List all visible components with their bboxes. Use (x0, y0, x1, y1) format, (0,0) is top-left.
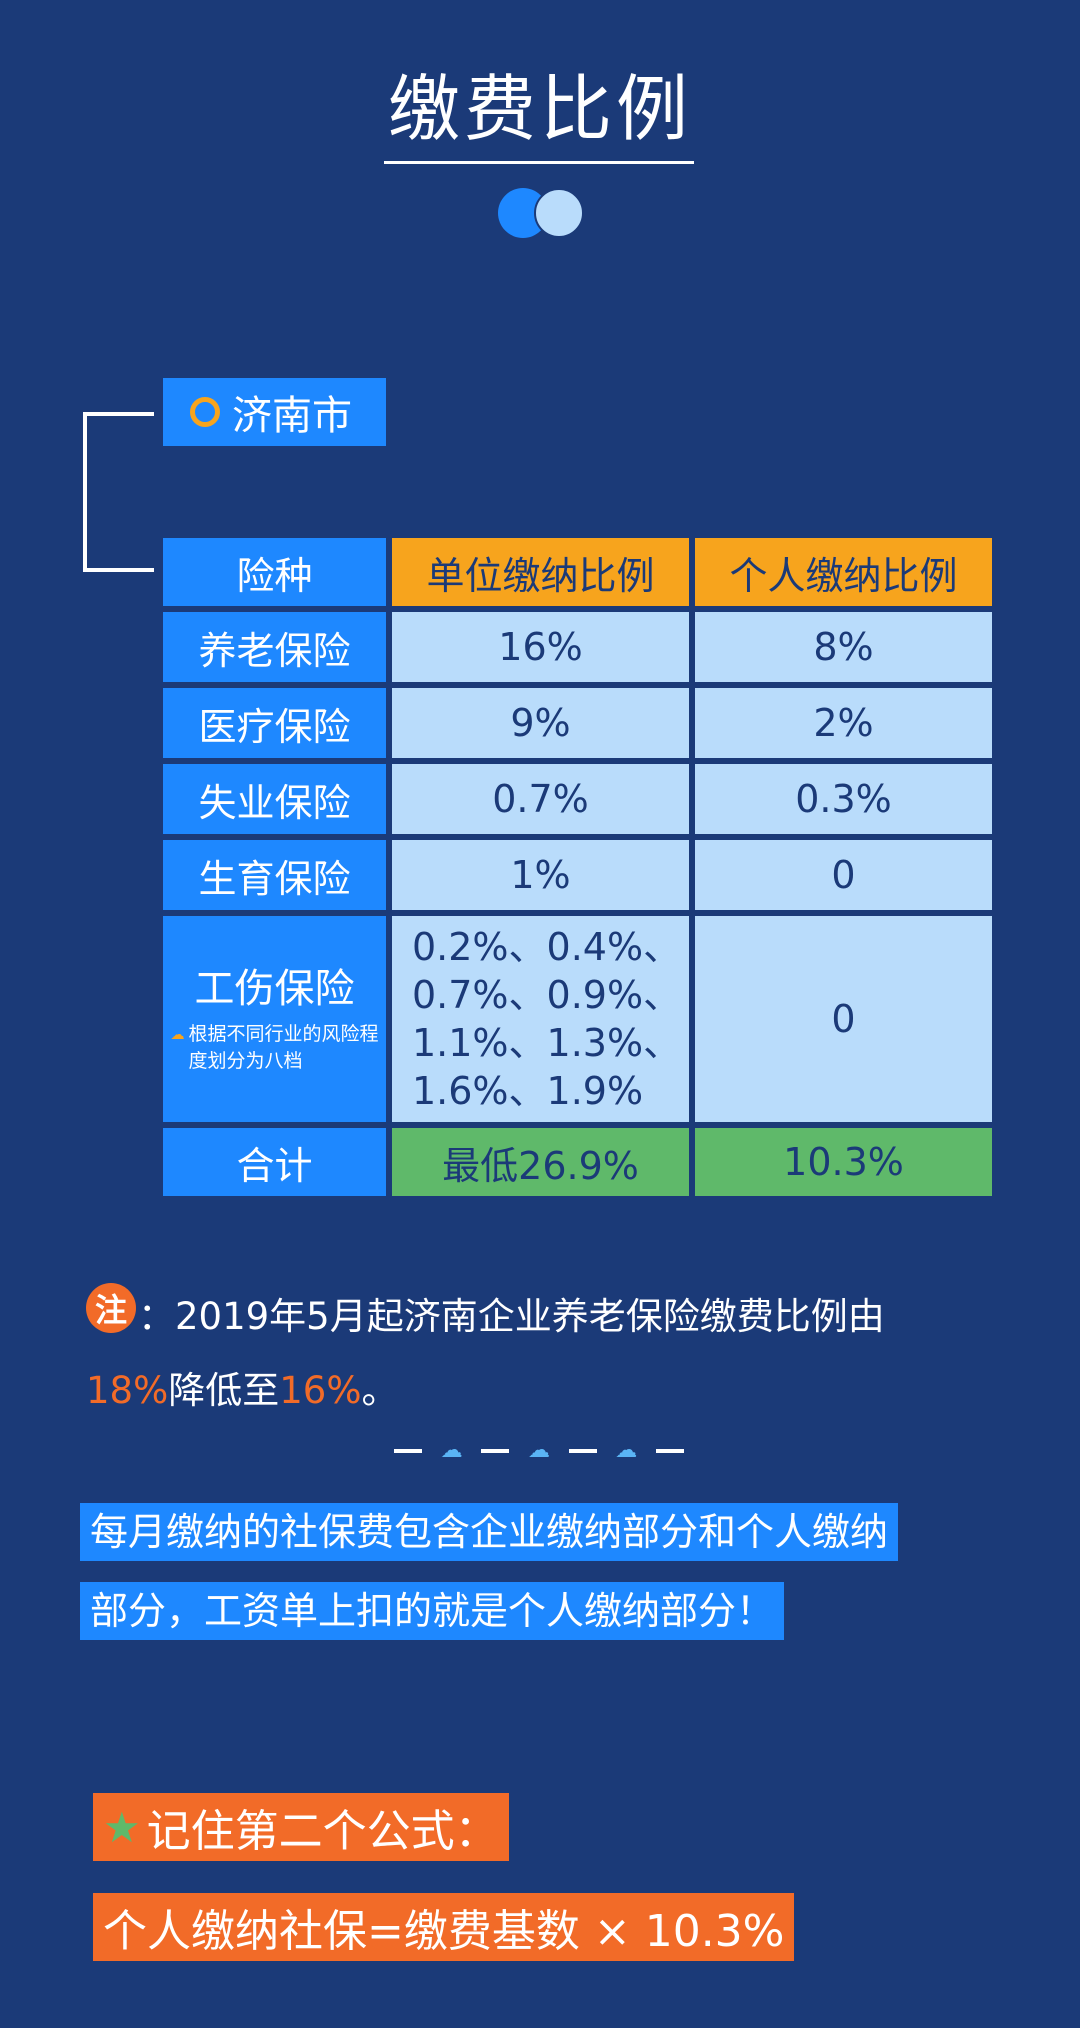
row-unit-total: 最低26.9% (392, 1128, 689, 1196)
row-name-injury-cell: 工伤保险 ☁ 根据不同行业的风险程度划分为八档 (163, 916, 386, 1122)
ring-icon (190, 397, 220, 427)
section-divider: ☁ ☁ ☁ (394, 1436, 684, 1466)
table-header-personal: 个人缴纳比例 (695, 538, 992, 606)
injury-note: ☁ 根据不同行业的风险程度划分为八档 (171, 1021, 379, 1075)
row-unit-injury: 0.2%、0.4%、 0.7%、0.9%、 1.1%、1.3%、 1.6%、1.… (392, 916, 689, 1122)
row-personal-maternity: 0 (695, 840, 992, 910)
divider-dash (394, 1449, 422, 1453)
injury-rate-line: 1.6%、1.9% (412, 1069, 644, 1113)
row-name-total: 合计 (163, 1128, 386, 1196)
divider-dash (568, 1449, 597, 1453)
highlight-line: 部分，工资单上扣的就是个人缴纳部分！ (80, 1582, 785, 1640)
cloud-icon: ☁ (615, 1438, 638, 1463)
formula-heading-text: 记住第二个公式： (146, 1806, 499, 1857)
injury-note-text: 根据不同行业的风险程度划分为八档 (188, 1023, 379, 1072)
row-unit-maternity: 1% (392, 840, 689, 910)
row-name-medical: 医疗保险 (163, 688, 386, 758)
row-personal-medical: 2% (695, 688, 992, 758)
formula-body: 个人缴纳社保=缴费基数 × 10.3% (93, 1893, 795, 1961)
decor-circle-light (534, 188, 584, 238)
page-title: 缴费比例 (387, 67, 692, 151)
note-paragraph: ：2019年5月起济南企业养老保险缴费比例由 18%降低至16%。 (86, 1280, 1006, 1428)
bracket-line (83, 412, 87, 572)
divider-dash (655, 1449, 684, 1453)
row-name-injury: 工伤保险 (194, 966, 355, 1012)
table-header-type: 险种 (163, 538, 386, 606)
row-personal-pension: 8% (695, 612, 992, 682)
row-personal-unemployment: 0.3% (695, 764, 992, 834)
row-unit-pension: 16% (392, 612, 689, 682)
injury-rate-line: 1.1%、1.3%、 (412, 1021, 682, 1065)
title-underline (384, 161, 694, 164)
row-unit-medical: 9% (392, 688, 689, 758)
cloud-icon: ☁ (170, 1027, 185, 1043)
city-name: 济南市 (232, 393, 352, 439)
formula-heading: ★ 记住第二个公式： (93, 1793, 509, 1861)
divider-dash (481, 1449, 510, 1453)
table-header-unit: 单位缴纳比例 (392, 538, 689, 606)
note-text-part2: 降低至 (168, 1369, 280, 1412)
injury-rate-line: 0.2%、0.4%、 (412, 925, 682, 969)
note-text-part3: 。 (361, 1369, 399, 1412)
note-text-part1: ：2019年5月起济南企业养老保险缴费比例由 (138, 1295, 885, 1338)
city-label: 济南市 (163, 378, 386, 446)
row-personal-total: 10.3% (695, 1128, 992, 1196)
star-icon: ★ (103, 1802, 141, 1852)
note-badge: 注 (86, 1283, 136, 1333)
injury-rate-line: 0.7%、0.9%、 (412, 973, 682, 1017)
note-old-rate: 18% (86, 1369, 169, 1412)
bracket-line (83, 568, 154, 572)
highlight-line: 每月缴纳的社保费包含企业缴纳部分和个人缴纳 (80, 1503, 899, 1561)
row-name-pension: 养老保险 (163, 612, 386, 682)
cloud-icon: ☁ (440, 1438, 463, 1463)
row-unit-unemployment: 0.7% (392, 764, 689, 834)
bracket-line (83, 412, 154, 416)
row-name-unemployment: 失业保险 (163, 764, 386, 834)
row-personal-injury: 0 (695, 916, 992, 1122)
cloud-icon: ☁ (527, 1438, 550, 1463)
note-new-rate: 16% (279, 1369, 362, 1412)
row-name-maternity: 生育保险 (163, 840, 386, 910)
